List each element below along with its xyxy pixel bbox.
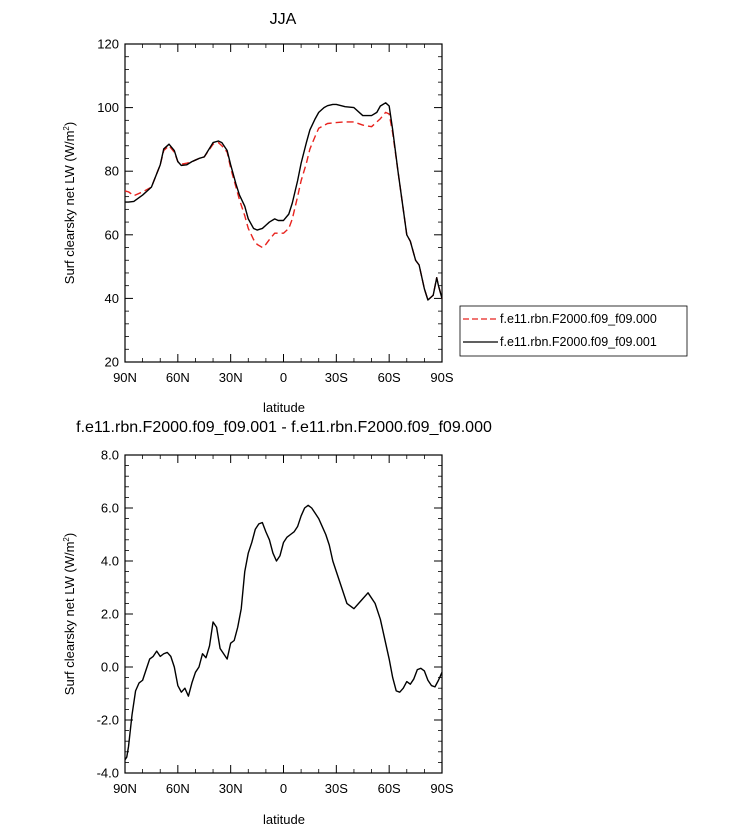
bottom-plot-frame — [124, 454, 443, 774]
bottom-y-tick-label: 6.0 — [101, 501, 119, 516]
bottom-series-line-0 — [124, 504, 443, 761]
bottom-x-axis-label: latitude — [263, 812, 305, 827]
legend: f.e11.rbn.F2000.f09_f09.000 f.e11.rbn.F2… — [459, 305, 688, 357]
bottom-x-tick-label: 60N — [166, 781, 190, 796]
top-x-tick-label: 90S — [430, 370, 453, 385]
top-y-axis-label: Surf clearsky net LW (W/m2) — [62, 122, 77, 284]
bottom-y-axis-label-sup: 2 — [62, 537, 71, 542]
top-x-tick-label: 90N — [113, 370, 137, 385]
top-y-axis-label-sup: 2 — [62, 126, 71, 131]
top-series-line-1 — [125, 102, 443, 301]
top-y-tick-label: 60 — [105, 227, 119, 242]
top-x-axis-label: latitude — [263, 400, 305, 415]
bottom-y-tick-label: 4.0 — [101, 554, 119, 569]
bottom-x-tick-label: 60S — [378, 781, 401, 796]
top-plot-frame — [124, 43, 443, 363]
bottom-y-axis-label: Surf clearsky net LW (W/m2) — [62, 533, 77, 695]
bottom-panel: f.e11.rbn.F2000.f09_f09.001 - f.e11.rbn.… — [62, 419, 492, 827]
bottom-y-tick-label: 0.0 — [101, 660, 119, 675]
legend-label-series-0: f.e11.rbn.F2000.f09_f09.000 — [500, 312, 657, 326]
top-y-tick-label: 80 — [105, 164, 119, 179]
bottom-x-tick-label: 90S — [430, 781, 453, 796]
bottom-x-tick-label: 30S — [325, 781, 348, 796]
bottom-y-tick-label: 2.0 — [101, 607, 119, 622]
bottom-y-tick-label: -2.0 — [97, 713, 119, 728]
top-panel: JJA 90N 60N 30N 0 30S 60S 90S 20 40 60 80 100 120 la… — [62, 11, 688, 415]
bottom-chart-title: f.e11.rbn.F2000.f09_f09.001 - f.e11.rbn.… — [76, 419, 492, 436]
bottom-x-tick-label: 30N — [219, 781, 243, 796]
top-y-tick-label: 120 — [97, 37, 119, 52]
bottom-y-tick-label: 8.0 — [101, 448, 119, 463]
bottom-y-tick-label: -4.0 — [97, 766, 119, 781]
top-y-tick-label: 40 — [105, 291, 119, 306]
top-y-tick-label: 20 — [105, 355, 119, 370]
bottom-x-tick-label: 90N — [113, 781, 137, 796]
top-x-tick-label: 60N — [166, 370, 190, 385]
top-y-axis-label-main: Surf clearsky net LW (W/m — [62, 131, 77, 285]
bottom-y-axis-label-main: Surf clearsky net LW (W/m — [62, 542, 77, 696]
bottom-plot-marks: 90N 60N 30N 0 30S 60S 90S -4.0 -2.0 0.0 2.0 4.0 6.0 8… — [97, 448, 454, 797]
top-plot-marks: 90N 60N 30N 0 30S 60S 90S 20 40 60 80 100 120 — [97, 37, 454, 386]
top-x-tick-label: 0 — [280, 370, 287, 385]
bottom-y-axis-label-close: ) — [62, 533, 77, 537]
legend-label-series-1: f.e11.rbn.F2000.f09_f09.001 — [500, 335, 657, 349]
bottom-x-tick-label: 0 — [280, 781, 287, 796]
top-x-tick-label: 30S — [325, 370, 348, 385]
legend-box — [459, 305, 688, 357]
top-y-axis-label-close: ) — [62, 122, 77, 126]
top-x-tick-label: 30N — [219, 370, 243, 385]
top-y-tick-label: 100 — [97, 100, 119, 115]
top-chart-title: JJA — [270, 11, 297, 28]
top-x-tick-label: 60S — [378, 370, 401, 385]
